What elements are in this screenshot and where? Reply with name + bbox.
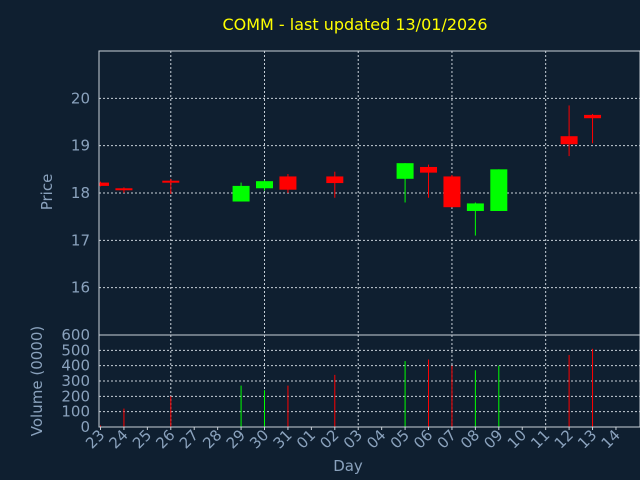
candle-body — [232, 185, 250, 202]
volume-panel-frame — [98, 334, 640, 428]
x-axis-ticks: 2324252627282930310102030405060708091011… — [82, 426, 624, 452]
x-tick-label: 01 — [293, 426, 319, 452]
candle-body — [584, 114, 602, 119]
x-tick-label: 03 — [340, 426, 366, 452]
x-tick-label: 26 — [152, 426, 178, 452]
x-tick-label: 02 — [316, 426, 342, 452]
volume-tick-label: 300 — [61, 372, 90, 390]
volume-tick-label: 600 — [61, 326, 90, 344]
x-tick-label: 11 — [527, 426, 553, 452]
volume-grid — [99, 335, 640, 427]
x-axis-label: Day — [333, 457, 363, 475]
x-tick-label: 04 — [363, 426, 389, 452]
x-tick-label: 31 — [270, 426, 296, 452]
candle-body — [560, 136, 578, 145]
volume-tick-label: 0 — [80, 418, 90, 436]
x-tick-label: 10 — [504, 426, 530, 452]
price-tick-label: 17 — [71, 231, 90, 249]
x-tick-label: 12 — [551, 426, 577, 452]
candle-body — [279, 176, 297, 190]
candle-body — [99, 182, 109, 186]
candle-body — [420, 166, 438, 173]
x-tick-label: 05 — [387, 426, 413, 452]
price-y-ticks: 16 17 18 19 20 — [71, 89, 90, 296]
x-tick-label: 06 — [410, 426, 436, 452]
x-tick-label: 24 — [106, 426, 132, 452]
candle-body — [396, 163, 414, 179]
volume-bars — [100, 348, 594, 427]
volume-tick-label: 100 — [61, 403, 90, 421]
price-grid — [99, 51, 640, 335]
x-tick-label: 13 — [574, 426, 600, 452]
x-tick-label: 07 — [434, 426, 460, 452]
x-tick-label: 08 — [457, 426, 483, 452]
x-tick-label: 14 — [598, 426, 624, 452]
volume-tick-label: 400 — [61, 357, 90, 375]
chart-title: COMM - last updated 13/01/2026 — [222, 15, 487, 34]
volume-tick-label: 200 — [61, 387, 90, 405]
price-tick-label: 19 — [71, 137, 90, 155]
candle-body — [466, 203, 484, 211]
x-tick-label: 27 — [176, 426, 202, 452]
candles — [99, 105, 602, 236]
candle-body — [490, 169, 508, 211]
x-tick-label: 25 — [129, 426, 155, 452]
volume-axis-label: Volume (0000) — [28, 326, 46, 436]
price-axis-label: Price — [38, 174, 56, 211]
candle-body — [443, 176, 461, 208]
price-tick-label: 18 — [71, 184, 90, 202]
price-tick-label: 20 — [71, 89, 90, 107]
candle-body — [256, 181, 274, 189]
x-tick-label: 09 — [480, 426, 506, 452]
candle-body — [162, 180, 180, 183]
candle-body — [326, 176, 344, 184]
candle-body — [115, 188, 133, 191]
x-tick-label: 30 — [246, 426, 272, 452]
price-tick-label: 16 — [71, 279, 90, 297]
volume-tick-label: 500 — [61, 341, 90, 359]
x-tick-label: 28 — [199, 426, 225, 452]
x-tick-label: 29 — [223, 426, 249, 452]
